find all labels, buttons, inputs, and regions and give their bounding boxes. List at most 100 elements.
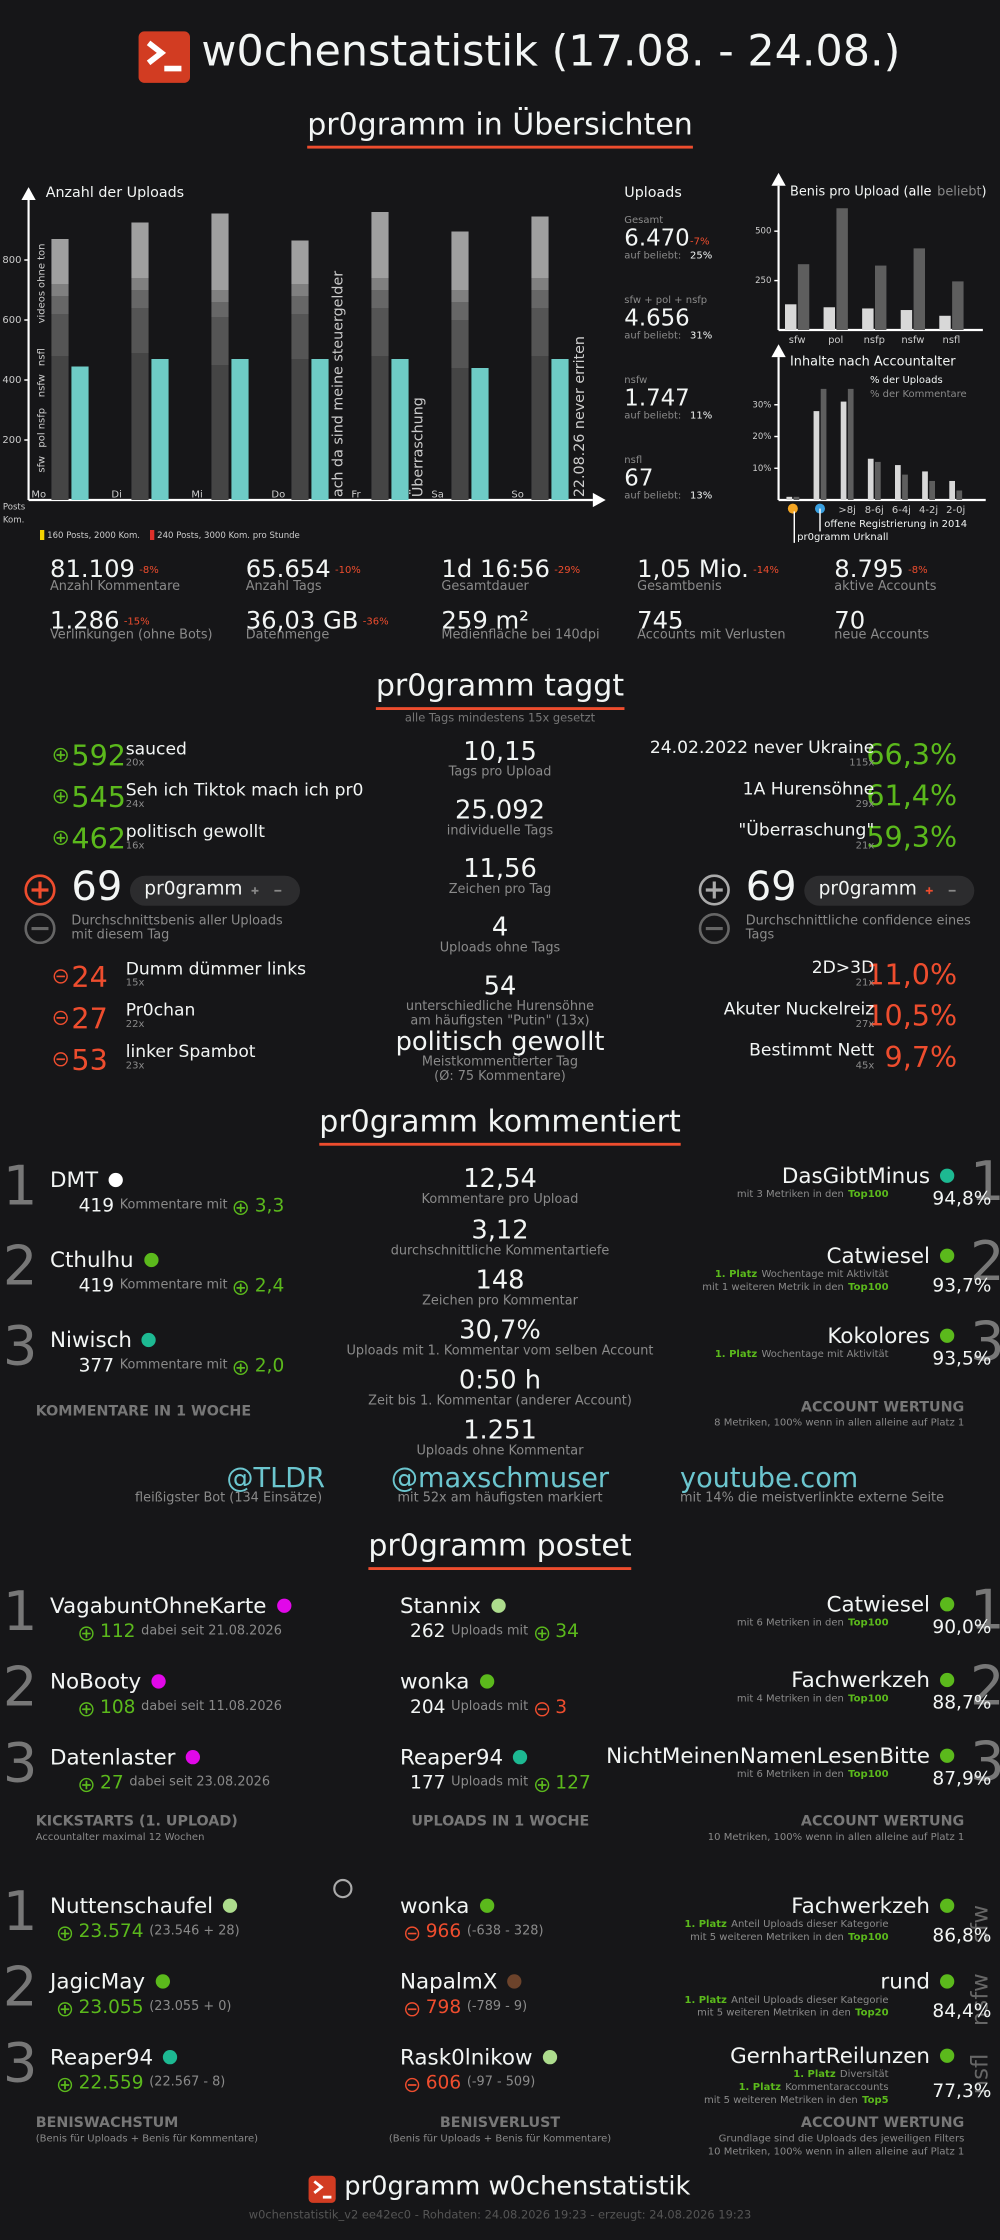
user-dot bbox=[939, 2048, 955, 2064]
plus-icon bbox=[53, 789, 68, 804]
bar-segment bbox=[51, 284, 69, 296]
bar-segment bbox=[531, 355, 549, 500]
bar-segment bbox=[211, 364, 229, 500]
rating-line: 1. Platz Wochentage mit Aktivität bbox=[715, 1269, 889, 1281]
section-heading: pr0gramm in Übersichten bbox=[307, 108, 693, 149]
minus-icon-part bbox=[53, 1010, 68, 1025]
text: Tags pro Upload bbox=[448, 765, 552, 780]
stat-value: 1.286 -15% bbox=[50, 608, 150, 636]
bar-segment bbox=[371, 308, 389, 356]
text: Nuttenschaufel bbox=[49, 1892, 214, 1919]
text: Meistkommentierter Tag bbox=[421, 1055, 579, 1070]
text: Durchschnittsbenis aller Uploads mit die… bbox=[71, 914, 283, 943]
bar-segment bbox=[531, 308, 549, 356]
text: unterschiedliche Hurensöhne bbox=[405, 999, 595, 1015]
text: 3,3 bbox=[254, 1195, 285, 1218]
text: Top5 bbox=[862, 2094, 889, 2106]
text: mit 52x am häufigsten markiert bbox=[397, 1491, 603, 1506]
text: 462 bbox=[71, 821, 126, 856]
minus-icon bbox=[24, 912, 56, 945]
rank: 2 bbox=[2, 1234, 38, 1298]
text: (22.567 - 8) bbox=[149, 2076, 226, 2091]
user-dot bbox=[939, 1248, 955, 1264]
minus-icon-part bbox=[404, 1925, 420, 1941]
text: 12,54 bbox=[463, 1164, 537, 1195]
text: Zeichen pro Tag bbox=[448, 882, 552, 898]
text: JagicMay bbox=[49, 1968, 146, 1995]
minus-icon bbox=[53, 969, 68, 984]
text: 10,5% bbox=[866, 998, 958, 1033]
minus-icon bbox=[948, 889, 956, 892]
bar bbox=[71, 366, 89, 500]
user-name: Rask0lnikow bbox=[400, 2046, 557, 2070]
minus-icon bbox=[404, 2077, 420, 2092]
text: 10 Metriken, 100% wenn in allen alleine … bbox=[707, 2145, 965, 2158]
text: pr0gramm Urknall bbox=[797, 531, 889, 543]
user-name: Catwiesel bbox=[827, 1244, 955, 1268]
text: 3 bbox=[555, 1697, 568, 1719]
bar bbox=[820, 388, 827, 500]
text: 4.656 bbox=[624, 304, 690, 332]
user-name: Catwiesel bbox=[827, 1593, 955, 1617]
text: 148 bbox=[475, 1265, 525, 1296]
text: Cthulhu bbox=[49, 1247, 134, 1273]
text: Uploads mit bbox=[451, 1776, 529, 1791]
x-tick-label: 4-2j bbox=[919, 505, 938, 516]
bar-segment bbox=[451, 231, 469, 290]
text: 3,12 bbox=[471, 1215, 529, 1246]
text: 1A Hurensöhne bbox=[742, 778, 875, 799]
text: Top100 bbox=[848, 1931, 889, 1943]
minus-icon-part bbox=[53, 969, 68, 984]
rank: 1 bbox=[2, 1579, 38, 1643]
logo bbox=[308, 2175, 336, 2203]
axis-arrow bbox=[592, 492, 606, 508]
text: mit 3 Metriken in den bbox=[736, 1188, 844, 1200]
rating-line: mit 6 Metriken in den Top100 bbox=[737, 1769, 889, 1781]
text: 11,0% bbox=[866, 957, 958, 992]
caption: KOMMENTARE IN 1 WOCHE bbox=[35, 1404, 252, 1420]
user-name: NapalmX bbox=[400, 1970, 522, 1994]
text: 966 bbox=[425, 1921, 462, 1943]
text: 23.055 bbox=[78, 1997, 144, 2019]
plus-icon-part bbox=[57, 1925, 73, 1941]
text: Verlinkungen (ohne Bots) bbox=[49, 628, 213, 643]
minus-icon bbox=[53, 1052, 68, 1067]
text: am häufigsten "Putin" (13x) bbox=[410, 1014, 590, 1029]
rank: 3 bbox=[970, 1312, 1000, 1373]
legend-label: sfw bbox=[36, 456, 47, 473]
user-name: DMT bbox=[49, 1167, 123, 1193]
text: -8% bbox=[139, 563, 159, 575]
rating-line: 1. Platz Diversität bbox=[793, 2069, 888, 2081]
text: Anzahl Kommentare bbox=[49, 579, 180, 595]
minus-icon bbox=[698, 912, 730, 945]
caption: BENISVERLUST bbox=[439, 2115, 561, 2132]
user-name: Niwisch bbox=[50, 1329, 157, 1353]
user-dot bbox=[185, 1750, 200, 1765]
rating-line: mit 3 Metriken in den Top100 bbox=[736, 1188, 889, 1201]
user-dot bbox=[507, 1974, 522, 1989]
tag-pill bbox=[129, 875, 300, 906]
bar-segment bbox=[531, 216, 549, 278]
y-tick-label: 800 bbox=[2, 255, 21, 266]
stat-value: 745 bbox=[637, 608, 683, 636]
text: Datenmenge bbox=[245, 628, 330, 643]
bar bbox=[939, 315, 951, 330]
user-name: Cthulhu bbox=[50, 1249, 158, 1273]
x-tick-label: 2-0j bbox=[946, 505, 965, 516]
text: sauced bbox=[125, 738, 187, 759]
caption: BENISWACHSTUM bbox=[35, 2115, 179, 2132]
bar bbox=[862, 308, 874, 330]
annotation: Überraschung bbox=[409, 397, 427, 497]
text-row: 419 Kommentare mit 2,4 bbox=[79, 1276, 285, 1297]
text: auf beliebt: bbox=[624, 329, 682, 342]
plus-icon bbox=[251, 887, 259, 895]
text: NapalmX bbox=[399, 1968, 498, 1995]
bar bbox=[867, 458, 874, 500]
text: (23.546 + 28) bbox=[149, 1924, 240, 1939]
text: Gesamtbenis bbox=[637, 579, 722, 595]
text-row: 798 (-789 - 9) bbox=[404, 1997, 527, 2019]
text: -36% bbox=[362, 614, 389, 627]
rank: 2 bbox=[970, 1232, 1000, 1293]
text: DMT bbox=[49, 1167, 99, 1193]
section-heading: pr0gramm postet bbox=[368, 1529, 632, 1571]
